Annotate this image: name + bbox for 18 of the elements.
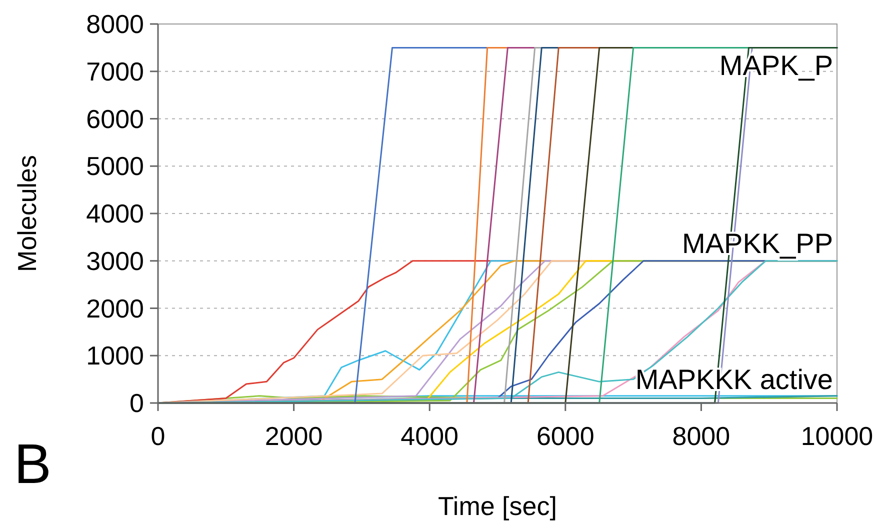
x-tick-label: 6000 xyxy=(536,421,594,451)
y-tick-label: 3000 xyxy=(86,246,144,276)
y-tick-label: 6000 xyxy=(86,104,144,134)
x-tick-label: 2000 xyxy=(264,421,323,451)
x-axis-title: Time [sec] xyxy=(438,491,557,521)
y-tick-label: 7000 xyxy=(86,56,144,86)
y-tick-label: 0 xyxy=(130,388,144,418)
y-tick-label: 4000 xyxy=(86,198,144,229)
y-tick-label: 1000 xyxy=(86,340,144,371)
y-axis-title: Molecules xyxy=(12,154,42,272)
text: B xyxy=(14,432,52,495)
x-tick-label: 4000 xyxy=(400,421,459,451)
x-tick-label: 8000 xyxy=(672,421,730,451)
x-tick-label: 10000 xyxy=(800,421,874,451)
y-tick-label: 2000 xyxy=(86,293,144,324)
x-tick-label: 0 xyxy=(150,421,166,451)
y-tick-label: 5000 xyxy=(86,151,144,182)
y-tick-label: 8000 xyxy=(86,9,144,40)
